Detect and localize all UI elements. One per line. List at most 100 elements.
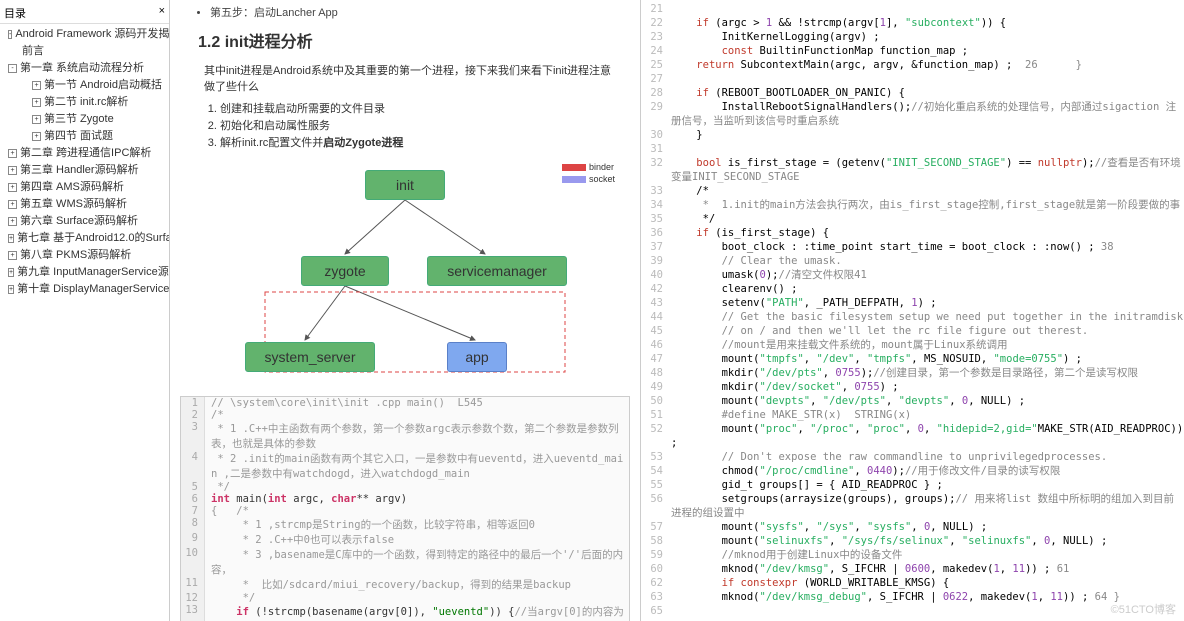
code-row: 60 mknod("/dev/kmsg", S_IFCHR | 0600, ma… (641, 562, 1184, 576)
sidebar: 目录 × -Android Framework 源码开发揭秘前言-第一章 系统启… (0, 0, 170, 621)
watermark: ©51CTO博客 (1111, 601, 1176, 617)
code-row: 36 if (is_first_stage) { (641, 226, 1184, 240)
code-row: 32 bool is_first_stage = (getenv("INIT_S… (641, 156, 1184, 184)
code-row: 53 // Don't expose the raw commandline t… (641, 450, 1184, 464)
code-row: 39 // Clear the umask. (641, 254, 1184, 268)
code-row: 57 mount("sysfs", "/sys", "sysfs", 0, NU… (641, 520, 1184, 534)
code-row: 44 // Get the basic filesystem setup we … (641, 310, 1184, 324)
step5-text: 第五步：启动Lancher App (210, 4, 630, 20)
step-item: 初始化和启动属性服务 (220, 117, 630, 133)
code-row: 58 mount("selinuxfs", "/sys/fs/selinux",… (641, 534, 1184, 548)
sidebar-title-bar: 目录 × (0, 3, 169, 24)
tree-label: 第六章 Surface源码解析 (20, 214, 138, 229)
toggle-icon[interactable]: - (8, 64, 17, 73)
code-row: 5 */ (181, 481, 629, 493)
close-icon[interactable]: × (159, 5, 165, 21)
tree-label: Android Framework 源码开发揭秘 (15, 27, 170, 42)
tree-item[interactable]: +第八章 PKMS源码解析 (4, 247, 169, 264)
tree-item[interactable]: +第二章 跨进程通信IPC解析 (4, 145, 169, 162)
toggle-icon[interactable]: + (8, 285, 14, 294)
paragraph-1: 其中init进程是Android系统中及其重要的第一个进程，接下来我们来看下in… (204, 62, 620, 94)
node-zygote: zygote (301, 256, 389, 286)
tree-item[interactable]: +第六章 Surface源码解析 (4, 213, 169, 230)
code-row: 28 if (REBOOT_BOOTLOADER_ON_PANIC) { (641, 86, 1184, 100)
code-row: 34 * 1.init的main方法会执行两次，由is_first_stage控… (641, 198, 1184, 212)
code-row: 31 (641, 142, 1184, 156)
code-row: 27 (641, 72, 1184, 86)
tree-label: 第七章 基于Android12.0的SurfaceFlinger源 (17, 231, 170, 246)
code-row: 50 mount("devpts", "/dev/pts", "devpts",… (641, 394, 1184, 408)
code-row: 63 mknod("/dev/kmsg_debug", S_IFCHR | 06… (641, 590, 1184, 604)
code-row: 2/* (181, 409, 629, 421)
tree-item[interactable]: +第七章 基于Android12.0的SurfaceFlinger源 (4, 230, 169, 247)
node-init: init (365, 170, 445, 200)
tree-item[interactable]: +第四节 面试题 (4, 128, 169, 145)
toggle-icon[interactable]: + (32, 115, 41, 124)
tree-item[interactable]: +第五章 WMS源码解析 (4, 196, 169, 213)
node-system-server: system_server (245, 342, 375, 372)
toggle-icon[interactable]: + (8, 200, 17, 209)
toggle-icon[interactable]: + (32, 98, 41, 107)
tree-label: 第四章 AMS源码解析 (20, 180, 124, 195)
toggle-icon[interactable]: + (8, 234, 14, 243)
code-row: 23 InitKernelLogging(argv) ; (641, 30, 1184, 44)
code-row: 51 #define MAKE_STR(x) STRING(x) (641, 408, 1184, 422)
tree-item[interactable]: +第一节 Android启动概括 (4, 77, 169, 94)
toggle-icon[interactable]: + (8, 217, 17, 226)
tree-label: 第八章 PKMS源码解析 (20, 248, 131, 263)
code-row: 62 if constexpr (WORLD_WRITABLE_KMSG) { (641, 576, 1184, 590)
tree-label: 第九章 InputManagerService源码解析 (17, 265, 170, 280)
tree-label: 第一章 系统启动流程分析 (20, 61, 144, 76)
code-row: 33 /* (641, 184, 1184, 198)
tree-item[interactable]: +第三节 Zygote (4, 111, 169, 128)
code-row: 9 * 2 .C++中0也可以表示false (181, 532, 629, 547)
tree-item[interactable]: +第十章 DisplayManagerService源码解析 (4, 281, 169, 298)
code-row: 4 * 2 .init的main函数有两个其它入口，一是参数中有ueventd，… (181, 451, 629, 481)
tree-item[interactable]: 前言 (4, 43, 169, 60)
code-row: 1// \system\core\init\init .cpp main() L… (181, 397, 629, 409)
code-row: 49 mkdir("/dev/socket", 0755) ; (641, 380, 1184, 394)
code-row: 47 mount("tmpfs", "/dev", "tmpfs", MS_NO… (641, 352, 1184, 366)
tree-item[interactable]: +第九章 InputManagerService源码解析 (4, 264, 169, 281)
tree-label: 第三章 Handler源码解析 (20, 163, 139, 178)
code-row: 30 } (641, 128, 1184, 142)
tree-item[interactable]: -Android Framework 源码开发揭秘 (4, 26, 169, 43)
tree-label: 第四节 面试题 (44, 129, 113, 144)
code-row: 29 InstallRebootSignalHandlers();//初始化重启… (641, 100, 1184, 128)
tree-item[interactable]: +第四章 AMS源码解析 (4, 179, 169, 196)
tree-label: 第十章 DisplayManagerService源码解析 (17, 282, 170, 297)
tree-label: 第一节 Android启动概括 (44, 78, 162, 93)
toggle-icon[interactable]: + (8, 183, 17, 192)
toggle-icon[interactable]: - (8, 30, 12, 39)
code-row: 25 return SubcontextMain(argc, argv, &fu… (641, 58, 1184, 72)
legend-item: binder (562, 162, 615, 172)
content-middle: 第五步：启动Lancher App 1.2 init进程分析 其中init进程是… (170, 0, 640, 621)
toggle-icon[interactable]: + (32, 132, 41, 141)
toggle-icon[interactable]: + (32, 81, 41, 90)
toggle-icon[interactable]: + (8, 268, 14, 277)
tree-item[interactable]: -第一章 系统启动流程分析 (4, 60, 169, 77)
steps-list: 创建和挂载启动所需要的文件目录初始化和启动属性服务解析init.rc配置文件并启… (220, 100, 630, 150)
code-row: 24 const BuiltinFunctionMap function_map… (641, 44, 1184, 58)
code-row: 22 if (argc > 1 && !strcmp(argv[1], "sub… (641, 16, 1184, 30)
step-item: 解析init.rc配置文件并启动Zygote进程 (220, 134, 630, 150)
code-row: 55 gid_t groups[] = { AID_READPROC } ; (641, 478, 1184, 492)
process-diagram: init zygote servicemanager system_server… (225, 162, 585, 382)
sidebar-title: 目录 (4, 5, 26, 21)
code-row: 40 umask(0);//清空文件权限41 (641, 268, 1184, 282)
toggle-icon[interactable]: + (8, 251, 17, 260)
code-row: 12 */ (181, 592, 629, 604)
node-servicemanager: servicemanager (427, 256, 567, 286)
tree-label: 第二节 init.rc解析 (44, 95, 128, 110)
tree-item[interactable]: +第二节 init.rc解析 (4, 94, 169, 111)
heading-1-2: 1.2 init进程分析 (198, 28, 630, 52)
code-row: 7{ /* (181, 505, 629, 517)
code-row: 21 (641, 2, 1184, 16)
tree-item[interactable]: +第三章 Handler源码解析 (4, 162, 169, 179)
toggle-icon[interactable]: + (8, 149, 17, 158)
code-row: 46 //mount是用来挂载文件系统的，mount属于Linux系统调用 (641, 338, 1184, 352)
toggle-icon[interactable]: + (8, 166, 17, 175)
code-row: 54 chmod("/proc/cmdline", 0440);//用于修改文件… (641, 464, 1184, 478)
code-row: 59 //mknod用于创建Linux中的设备文件 (641, 548, 1184, 562)
code-row: 35 */ (641, 212, 1184, 226)
